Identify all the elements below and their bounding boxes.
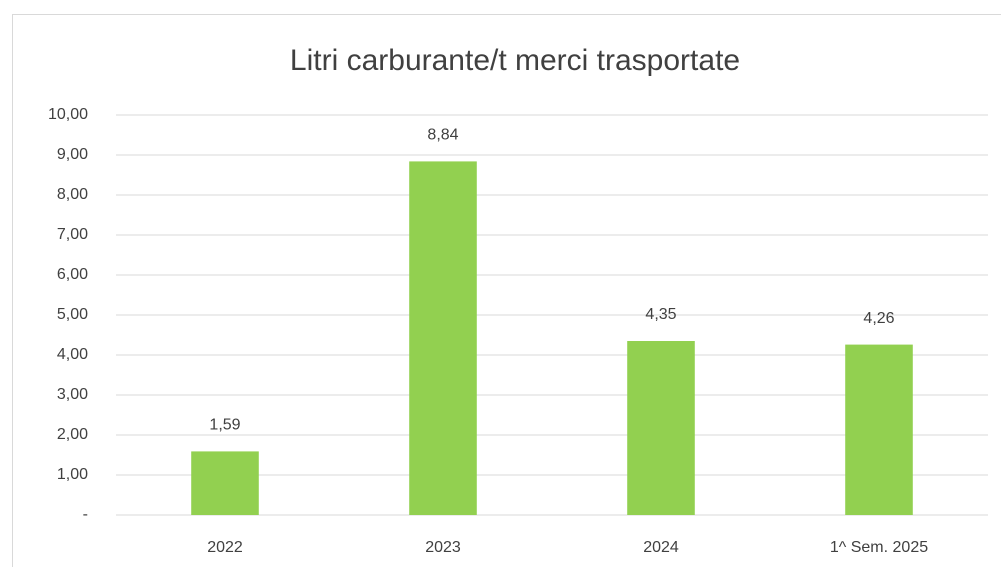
chart-title: Litri carburante/t merci trasportate — [290, 44, 740, 77]
x-tick-label: 1^ Sem. 2025 — [830, 539, 928, 556]
bar — [845, 344, 913, 515]
y-tick-label: 9,00 — [57, 146, 88, 163]
data-label: 1,59 — [209, 417, 240, 434]
y-tick-label: 10,00 — [48, 106, 88, 123]
y-tick-label: 8,00 — [57, 186, 88, 203]
y-tick-label: 3,00 — [57, 386, 88, 403]
y-tick-label: 5,00 — [57, 306, 88, 323]
x-tick-label: 2023 — [425, 539, 461, 556]
data-label: 4,35 — [645, 306, 676, 323]
y-tick-label: - — [83, 506, 88, 523]
y-tick-label: 6,00 — [57, 266, 88, 283]
bar — [191, 451, 259, 515]
bar — [409, 161, 477, 515]
y-tick-label: 7,00 — [57, 226, 88, 243]
y-tick-label: 1,00 — [57, 466, 88, 483]
y-tick-label: 2,00 — [57, 426, 88, 443]
x-tick-label: 2022 — [207, 539, 243, 556]
data-label: 4,26 — [863, 310, 894, 327]
x-tick-label: 2024 — [643, 539, 679, 556]
y-tick-label: 4,00 — [57, 346, 88, 363]
data-label: 8,84 — [427, 127, 458, 144]
bar — [627, 341, 695, 515]
